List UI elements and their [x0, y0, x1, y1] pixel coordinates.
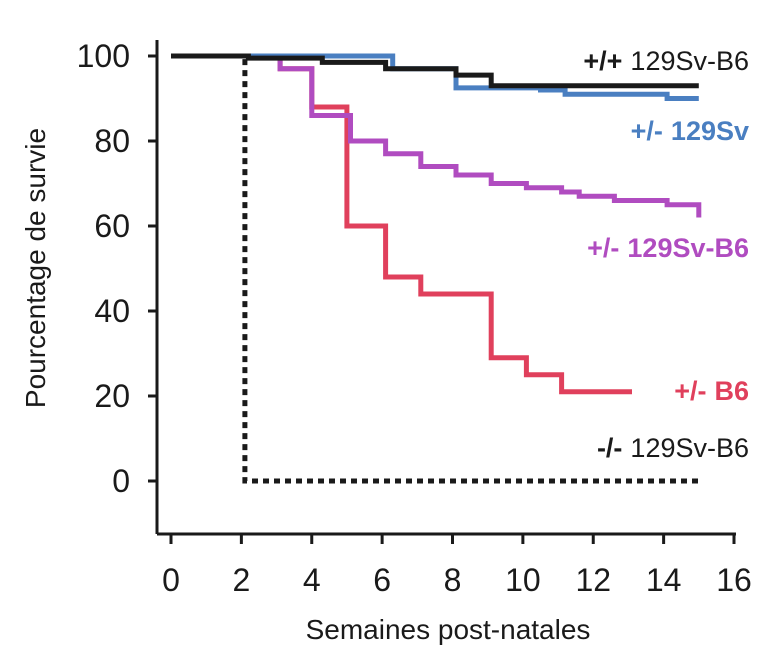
series-label-genotype: +/+: [583, 46, 622, 76]
x-tick-label: 12: [575, 562, 611, 598]
series-label-wt: +/+ 129Sv-B6: [583, 46, 749, 76]
y-tick-label: 100: [77, 38, 130, 74]
series-label-het129: +/- 129Sv: [631, 116, 749, 146]
y-tick-label: 40: [94, 293, 130, 329]
survival-curves: [171, 53, 702, 484]
x-tick-label: 10: [505, 562, 541, 598]
x-axis-ticks: 0 2 4 6 8 10 12 14 16: [162, 534, 752, 598]
curve-ko: [171, 53, 699, 484]
curve-hetmix: [171, 53, 702, 218]
y-tick-label: 60: [94, 208, 130, 244]
y-tick-label: 0: [112, 463, 130, 499]
series-label-strain: 129Sv: [671, 116, 749, 146]
curve-wt: [171, 53, 699, 89]
series-label-genotype: +/-: [631, 116, 663, 146]
series-label-strain: 129Sv-B6: [627, 233, 749, 263]
x-tick-label: 0: [162, 562, 180, 598]
series-label-strain: B6: [714, 376, 749, 406]
x-tick-label: 4: [303, 562, 321, 598]
series-label-genotype: +/-: [587, 233, 619, 263]
y-axis-title: Pourcentage de survie: [20, 128, 51, 408]
series-label-strain: 129Sv-B6: [630, 433, 749, 463]
series-label-hetb6: +/- B6: [674, 376, 749, 406]
x-tick-label: 16: [716, 562, 752, 598]
series-labels: +/+ 129Sv-B6 +/- 129Sv +/- 129Sv-B6 +/- B6 -…: [583, 46, 749, 463]
y-tick-label: 80: [94, 123, 130, 159]
series-label-hetmix: +/- 129Sv-B6: [587, 233, 749, 263]
series-label-genotype: +/-: [674, 376, 706, 406]
y-axis-ticks: 0 20 40 60 80 100: [77, 38, 157, 499]
axes: 0 20 40 60 80 100 0 2 4 6 8 10 12 14 16: [77, 38, 752, 598]
series-label-ko: -/- 129Sv-B6: [597, 433, 749, 463]
x-tick-label: 2: [232, 562, 250, 598]
x-tick-label: 14: [646, 562, 682, 598]
y-tick-label: 20: [94, 378, 130, 414]
series-label-strain: 129Sv-B6: [630, 46, 749, 76]
curve-hetb6: [171, 53, 632, 395]
x-tick-label: 8: [444, 562, 462, 598]
x-axis-title: Semaines post-natales: [306, 614, 591, 645]
series-label-genotype: -/-: [597, 433, 622, 463]
x-tick-label: 6: [373, 562, 391, 598]
